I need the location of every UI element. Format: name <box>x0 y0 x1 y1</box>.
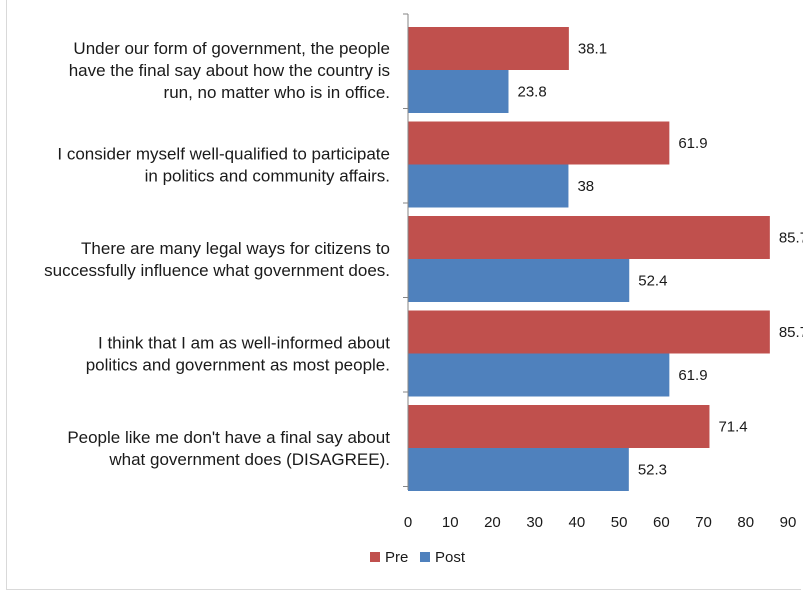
data-label-pre-4: 71.4 <box>718 419 747 436</box>
category-label-line: I think that I am as well-informed about <box>98 334 390 353</box>
data-label-post-3: 61.9 <box>678 367 707 384</box>
category-label-3: I think that I am as well-informed about… <box>86 334 391 375</box>
category-label-1: I consider myself well-qualified to part… <box>57 145 390 186</box>
category-label-4: People like me don't have a final say ab… <box>67 428 390 469</box>
data-label-pre-1: 61.9 <box>678 135 707 152</box>
bar-post-2 <box>408 259 630 302</box>
category-label-line: have the final say about how the country… <box>69 61 390 80</box>
bar-pre-3 <box>408 310 770 354</box>
x-tick-label-10: 10 <box>442 514 459 531</box>
legend-swatch-post <box>420 552 430 562</box>
bar-post-4 <box>408 448 629 491</box>
bar-post-1 <box>408 164 569 208</box>
category-label-line: There are many legal ways for citizens t… <box>81 239 390 258</box>
bar-post-3 <box>408 353 670 397</box>
category-label-2: There are many legal ways for citizens t… <box>44 239 390 280</box>
data-label-pre-3: 85.7 <box>779 324 803 341</box>
data-label-post-1: 38 <box>577 178 594 195</box>
category-label-line: successfully influence what government d… <box>44 261 390 280</box>
category-label-line: I consider myself well-qualified to part… <box>57 145 390 164</box>
legend-swatch-pre <box>370 552 380 562</box>
bar-post-0 <box>408 70 509 113</box>
category-label-line: what government does (DISAGREE). <box>108 450 390 469</box>
data-label-post-0: 23.8 <box>517 84 546 101</box>
legend-label-post: Post <box>435 549 466 566</box>
category-label-line: run, no matter who is in office. <box>164 83 390 102</box>
legend-label-pre: Pre <box>385 549 408 566</box>
x-tick-label-0: 0 <box>404 514 412 531</box>
x-tick-label-40: 40 <box>569 514 586 531</box>
data-label-post-4: 52.3 <box>638 462 667 479</box>
chart-frame <box>6 0 801 590</box>
category-label-line: People like me don't have a final say ab… <box>67 428 390 447</box>
bar-pre-4 <box>408 405 710 448</box>
data-label-pre-0: 38.1 <box>578 41 607 58</box>
bar-pre-0 <box>408 27 569 70</box>
category-label-line: politics and government as most people. <box>86 356 390 375</box>
data-label-pre-2: 85.7 <box>779 230 803 247</box>
x-tick-label-90: 90 <box>780 514 797 531</box>
x-tick-label-80: 80 <box>737 514 754 531</box>
x-tick-label-30: 30 <box>526 514 543 531</box>
x-tick-label-50: 50 <box>611 514 628 531</box>
x-tick-label-20: 20 <box>484 514 501 531</box>
category-label-line: in politics and community affairs. <box>145 167 390 186</box>
x-tick-label-70: 70 <box>695 514 712 531</box>
data-label-post-2: 52.4 <box>638 273 667 290</box>
bar-pre-1 <box>408 121 670 165</box>
bar-pre-2 <box>408 216 770 259</box>
category-label-line: Under our form of government, the people <box>73 39 390 58</box>
x-tick-label-60: 60 <box>653 514 670 531</box>
category-label-0: Under our form of government, the people… <box>69 39 390 102</box>
